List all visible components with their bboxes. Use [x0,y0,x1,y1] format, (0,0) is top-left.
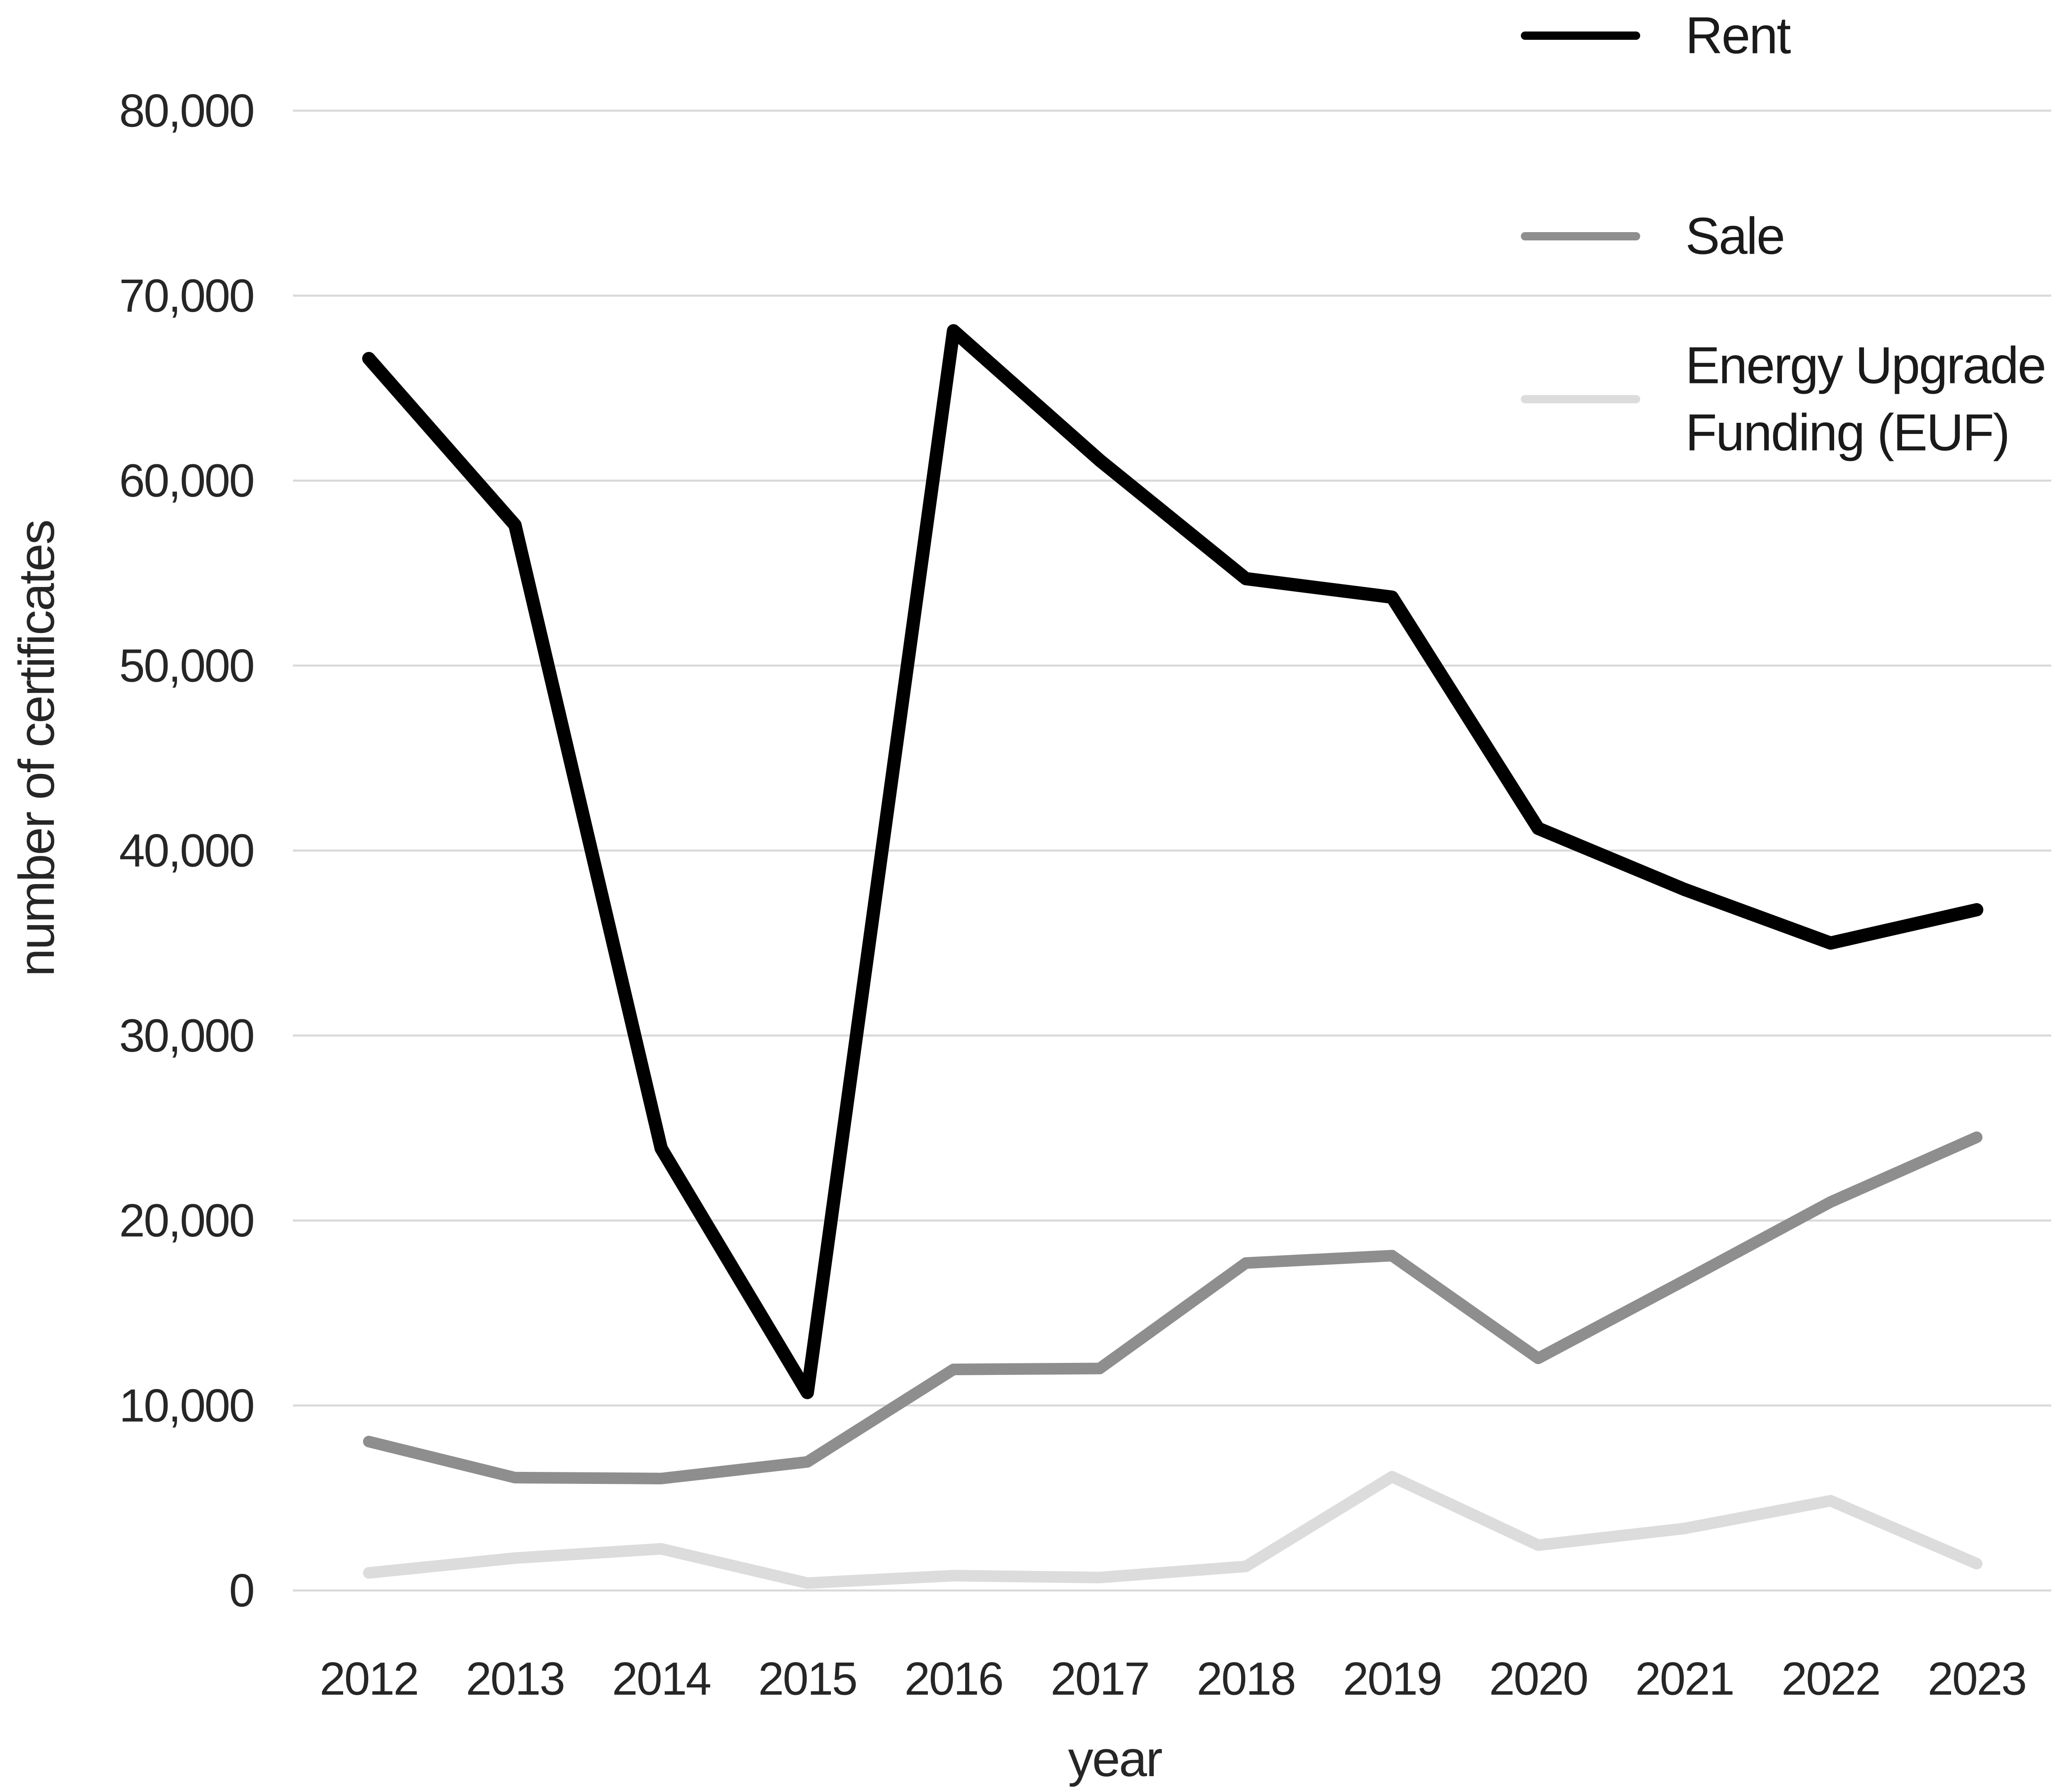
x-tick-label: 2017 [1051,1653,1149,1705]
x-tick-label: 2019 [1343,1653,1441,1705]
x-axis-title: year [1068,1731,1162,1787]
series-lines [362,324,1983,1589]
y-tick-label: 20,000 [119,1195,254,1246]
y-tick-label: 60,000 [119,455,254,507]
series-line-sale [363,1131,1982,1484]
legend-item: Sale [1521,208,1785,265]
x-tick-label: 2014 [612,1653,711,1705]
legend-label: Energy Upgrade [1685,337,2045,395]
y-tick-label: 10,000 [119,1379,254,1431]
x-tick-label: 2021 [1635,1653,1733,1705]
series-line-energy-upgrade-funding-euf [363,1471,1982,1589]
x-tick-label: 2013 [466,1653,564,1705]
y-tick-label: 30,000 [119,1010,254,1062]
y-tick-label: 70,000 [119,270,254,322]
legend-label: Funding (EUF) [1685,404,2009,462]
legend-label: Rent [1685,7,1791,65]
x-tick-label: 2023 [1927,1653,2026,1705]
y-tick-label: 40,000 [119,825,254,877]
x-tick-labels: 2012 2013 2014 2015 2016 2017 2018 2019 2020 2021… [320,1653,2027,1705]
gridlines [293,109,2051,1592]
y-tick-label: 50,000 [119,640,254,691]
x-tick-label: 2012 [320,1653,418,1705]
y-tick-labels: 0 10,000 20,000 30,000 40,000 50,000 60,000 70,… [119,85,255,1617]
legend-item: Rent [1521,7,1792,65]
x-tick-label: 2018 [1197,1653,1295,1705]
x-tick-label: 2016 [904,1653,1002,1705]
series-line-rent [362,324,1983,1399]
y-tick-label: 80,000 [119,85,254,137]
x-tick-label: 2015 [758,1653,857,1705]
x-tick-label: 2022 [1782,1653,1880,1705]
legend-label: Sale [1685,208,1784,265]
legend: Rent Sale Energy Upgrade Funding (EUF) [1521,7,2046,462]
legend-item: Energy Upgrade Funding (EUF) [1521,337,2046,462]
y-axis-title: number of certificates [8,521,65,977]
y-tick-label: 0 [229,1565,254,1617]
x-tick-label: 2020 [1489,1653,1587,1705]
